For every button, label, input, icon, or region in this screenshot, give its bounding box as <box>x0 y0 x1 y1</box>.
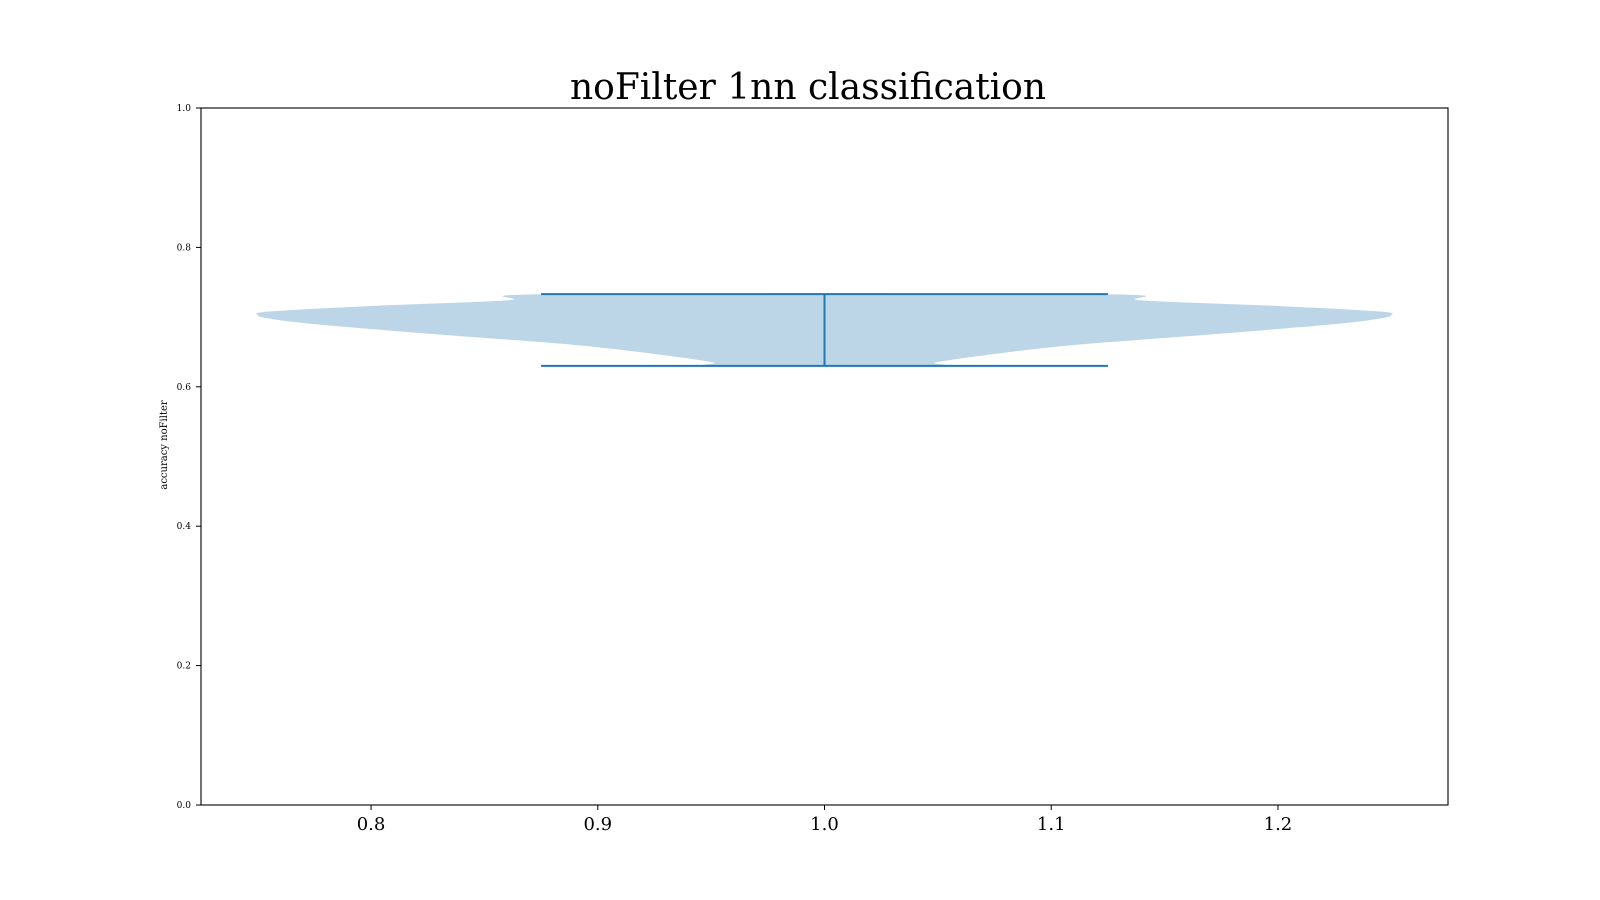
chart-title: noFilter 1nn classification <box>570 67 1046 108</box>
y-tick-label: 0.4 <box>177 522 192 532</box>
x-axis-ticks: 0.8 0.9 1.0 1.1 1.2 <box>357 805 1293 835</box>
x-tick-label: 1.2 <box>1264 814 1293 835</box>
y-tick-label: 1.0 <box>177 104 192 114</box>
axes-frame <box>200 107 1449 806</box>
x-tick-label: 0.9 <box>583 814 612 835</box>
x-tick-label: 1.0 <box>810 814 839 835</box>
x-tick-label: 1.1 <box>1037 814 1066 835</box>
plot-area <box>256 293 1393 367</box>
y-axis-label: accuracy noFilter <box>159 400 170 490</box>
y-tick-label: 0.6 <box>177 383 192 393</box>
y-tick-label: 0.2 <box>177 662 191 672</box>
y-tick-label: 0.0 <box>177 801 192 811</box>
y-tick-label: 0.8 <box>177 243 192 253</box>
x-tick-label: 0.8 <box>357 814 386 835</box>
y-axis-ticks: 0.0 0.2 0.4 0.6 0.8 1.0 <box>177 104 201 811</box>
